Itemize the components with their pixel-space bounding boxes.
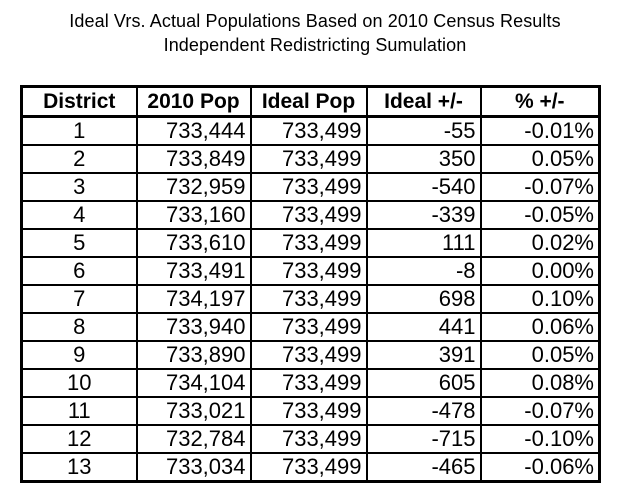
cell-pct-diff: 0.05% [479,340,601,370]
cell-ideal-pop: 733,499 [249,424,368,454]
cell-district: 13 [20,452,138,483]
table-row: 3 732,959 733,499 -540 -0.07% [20,172,601,202]
column-header-pct-diff: % +/- [479,85,601,118]
cell-2010-pop: 732,784 [135,424,252,454]
cell-pct-diff: -0.01% [479,115,601,146]
cell-pct-diff: -0.10% [479,424,601,454]
cell-district: 3 [20,172,138,202]
cell-2010-pop: 733,849 [135,144,252,174]
table-row: 7 734,197 733,499 698 0.10% [20,284,601,314]
table-row: 13 733,034 733,499 -465 -0.06% [20,452,601,483]
table-row: 12 732,784 733,499 -715 -0.10% [20,424,601,454]
cell-ideal-diff: -55 [365,115,482,146]
cell-2010-pop: 733,890 [135,340,252,370]
cell-pct-diff: -0.07% [479,396,601,426]
table-row: 6 733,491 733,499 -8 0.00% [20,256,601,286]
cell-pct-diff: -0.06% [479,452,601,483]
table-header-row: District 2010 Pop Ideal Pop Ideal +/- % … [20,85,601,118]
cell-2010-pop: 733,034 [135,452,252,483]
cell-ideal-pop: 733,499 [249,228,368,258]
cell-pct-diff: 0.02% [479,228,601,258]
table-row: 1 733,444 733,499 -55 -0.01% [20,115,601,146]
cell-ideal-diff: -8 [365,256,482,286]
cell-2010-pop: 733,491 [135,256,252,286]
cell-ideal-pop: 733,499 [249,340,368,370]
cell-district: 9 [20,340,138,370]
cell-2010-pop: 733,610 [135,228,252,258]
population-table: District 2010 Pop Ideal Pop Ideal +/- % … [20,85,601,483]
cell-ideal-diff: 441 [365,312,482,342]
cell-district: 10 [20,368,138,398]
column-header-ideal-pop: Ideal Pop [249,85,368,118]
cell-ideal-pop: 733,499 [249,396,368,426]
cell-ideal-diff: 605 [365,368,482,398]
cell-ideal-diff: 350 [365,144,482,174]
cell-ideal-pop: 733,499 [249,312,368,342]
cell-pct-diff: 0.08% [479,368,601,398]
cell-ideal-diff: -339 [365,200,482,230]
cell-pct-diff: 0.10% [479,284,601,314]
cell-pct-diff: -0.05% [479,200,601,230]
table-row: 10 734,104 733,499 605 0.08% [20,368,601,398]
cell-pct-diff: 0.06% [479,312,601,342]
table-row: 2 733,849 733,499 350 0.05% [20,144,601,174]
cell-ideal-pop: 733,499 [249,452,368,483]
cell-district: 4 [20,200,138,230]
cell-ideal-diff: 698 [365,284,482,314]
cell-district: 7 [20,284,138,314]
cell-pct-diff: -0.07% [479,172,601,202]
cell-district: 1 [20,115,138,146]
cell-ideal-pop: 733,499 [249,368,368,398]
cell-ideal-pop: 733,499 [249,172,368,202]
cell-2010-pop: 733,444 [135,115,252,146]
cell-district: 11 [20,396,138,426]
cell-ideal-diff: -540 [365,172,482,202]
cell-ideal-pop: 733,499 [249,144,368,174]
table-row: 11 733,021 733,499 -478 -0.07% [20,396,601,426]
cell-district: 12 [20,424,138,454]
table-row: 4 733,160 733,499 -339 -0.05% [20,200,601,230]
table-row: 8 733,940 733,499 441 0.06% [20,312,601,342]
cell-2010-pop: 733,021 [135,396,252,426]
cell-pct-diff: 0.00% [479,256,601,286]
table-row: 5 733,610 733,499 111 0.02% [20,228,601,258]
column-header-district: District [20,85,138,118]
cell-ideal-diff: 391 [365,340,482,370]
cell-2010-pop: 733,160 [135,200,252,230]
cell-ideal-diff: -465 [365,452,482,483]
cell-district: 5 [20,228,138,258]
cell-2010-pop: 733,940 [135,312,252,342]
cell-ideal-diff: -715 [365,424,482,454]
chart-title: Ideal Vrs. Actual Populations Based on 2… [0,0,630,57]
cell-2010-pop: 734,104 [135,368,252,398]
cell-pct-diff: 0.05% [479,144,601,174]
cell-district: 8 [20,312,138,342]
cell-2010-pop: 732,959 [135,172,252,202]
column-header-2010-pop: 2010 Pop [135,85,252,118]
column-header-ideal-diff: Ideal +/- [365,85,482,118]
table-row: 9 733,890 733,499 391 0.05% [20,340,601,370]
title-line-2: Independent Redistricting Sumulation [163,35,467,55]
cell-ideal-pop: 733,499 [249,115,368,146]
title-line-1: Ideal Vrs. Actual Populations Based on 2… [69,11,561,31]
cell-ideal-pop: 733,499 [249,284,368,314]
cell-ideal-pop: 733,499 [249,256,368,286]
cell-ideal-pop: 733,499 [249,200,368,230]
cell-district: 6 [20,256,138,286]
cell-ideal-diff: -478 [365,396,482,426]
cell-ideal-diff: 111 [365,228,482,258]
cell-district: 2 [20,144,138,174]
cell-2010-pop: 734,197 [135,284,252,314]
